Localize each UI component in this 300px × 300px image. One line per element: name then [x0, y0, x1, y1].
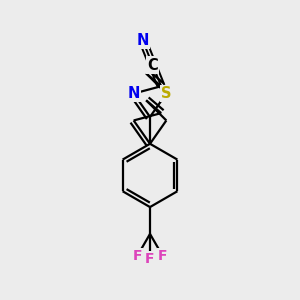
Text: F: F	[145, 252, 155, 266]
Text: F: F	[133, 249, 142, 263]
Text: S: S	[161, 86, 172, 101]
Text: C: C	[147, 58, 158, 73]
Text: N: N	[136, 33, 149, 48]
Text: N: N	[128, 86, 140, 101]
Text: F: F	[158, 249, 167, 263]
